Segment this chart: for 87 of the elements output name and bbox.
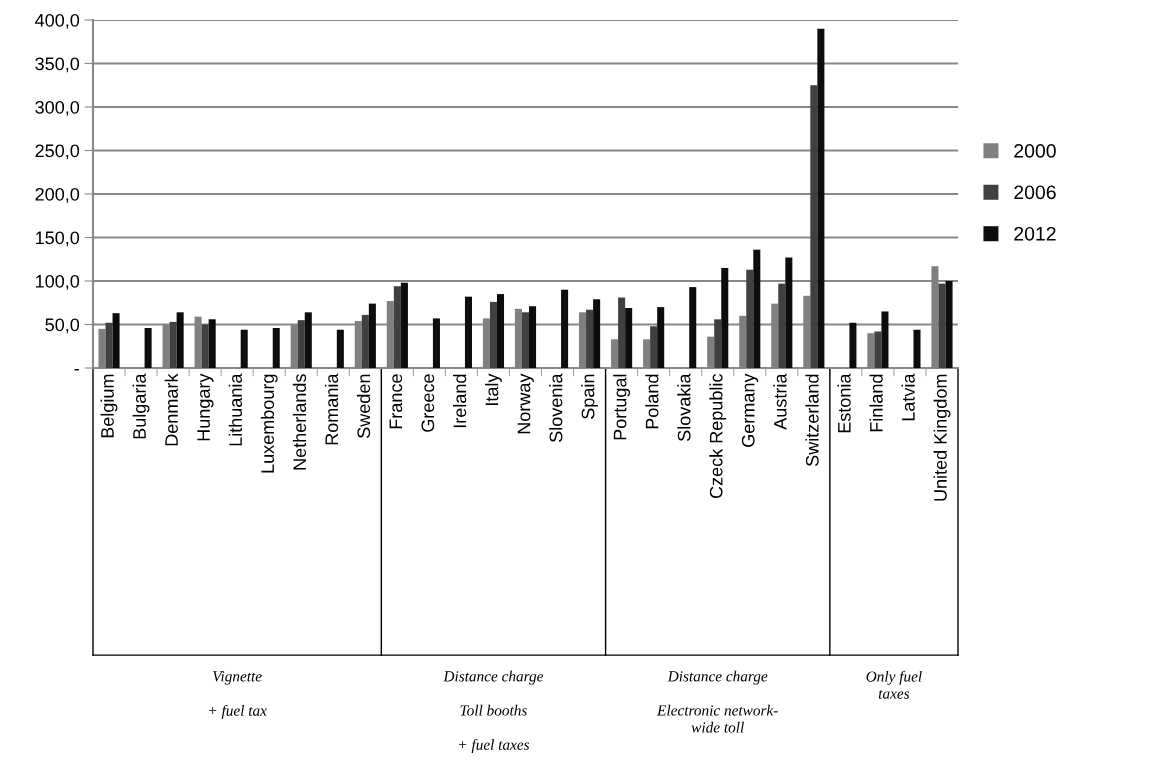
y-tick-label: 100,0 [36,274,80,290]
bar [618,297,626,368]
y-tick-label: 250,0 [35,144,80,160]
x-tick-label: Bulgaria [132,373,150,439]
bar [489,301,497,368]
text: Distance charge Electronic network- wide toll [656,670,778,733]
x-tick-label: Poland [645,374,659,429]
text: Only fuel taxes [866,670,922,699]
y-tick-label: 50,0 [45,318,80,334]
bar [272,327,280,368]
x-tick-label: Czeck Republic [709,374,727,499]
bar [105,322,113,368]
x-tick-label: Romania [324,373,339,445]
bar [593,299,601,368]
bar [913,329,921,368]
bar [714,319,722,368]
x-tick-label: Sweden [356,374,371,438]
bar [208,319,216,368]
x-tick-label: France [389,374,403,429]
x-tick-label: Luxembourg [260,374,278,473]
bar [650,326,658,368]
y-tick-label: 400,0 [35,13,80,29]
bar [176,312,184,368]
bar [561,289,569,368]
bar [689,287,697,368]
bar [368,303,376,368]
bar [746,269,754,368]
bar [938,283,946,368]
bar [432,318,440,368]
x-tick-label: Finland [869,374,883,432]
x-tick-label: Slovenia [549,373,563,442]
bar [521,312,530,368]
x-tick-label: Belgium [100,374,118,438]
bar [657,307,665,368]
y-tick-label: 350,0 [35,57,80,73]
bar [810,85,818,368]
x-tick-label: Germany [741,373,759,447]
x-tick-label: Greece [421,374,435,432]
bar [721,267,729,368]
x-tick-label: Italy [485,373,502,405]
y-tick-label: 150,0 [36,231,80,247]
x-tick-label: Lithuania [228,373,243,446]
y-tick-label: - [74,369,79,371]
bar [881,311,889,368]
bar [753,249,761,368]
bar [817,28,825,368]
text: Distance charge Toll booths + fuel taxes [443,670,544,753]
bar [496,294,505,368]
bar [945,281,953,368]
bar [304,312,312,368]
bar [778,283,786,368]
bar [169,321,177,368]
x-tick-label: Slovakia [677,373,691,441]
bar [529,306,537,368]
bar [874,331,882,368]
x-tick-label: Estonia [837,373,851,433]
bar [785,257,793,368]
y-tick-label: 200,0 [35,187,80,203]
x-tick-label: Ireland [453,374,467,428]
bar [849,322,857,368]
x-tick-label: Hungary [197,373,214,441]
bar [586,309,594,368]
bar [361,314,369,368]
x-tick-label: Netherlands [292,374,307,470]
bar [625,307,633,368]
bar [201,324,209,368]
legend-label: 2012 [1014,226,1056,241]
bar [112,313,120,368]
bar [400,282,408,368]
bar [144,327,152,368]
bar [336,329,344,368]
legend-label: 2000 [1014,143,1056,158]
x-tick-label: Denmark [164,373,178,446]
bar [464,296,472,368]
text: Vignette + fuel tax [209,671,267,719]
legend-label: 2006 [1014,185,1056,200]
x-tick-label: Portugal [613,374,631,440]
x-tick-label: Norway [517,373,534,434]
x-tick-label: United Kingdom [933,374,951,501]
bar [240,329,248,368]
x-tick-label: Spain [581,374,598,419]
bar [393,286,401,368]
y-tick-label: 300,0 [35,100,80,116]
bar [297,320,305,368]
x-tick-label: Latvia [901,373,915,421]
x-tick-label: Switzerland [805,374,819,467]
x-tick-label: Austria [773,373,787,430]
